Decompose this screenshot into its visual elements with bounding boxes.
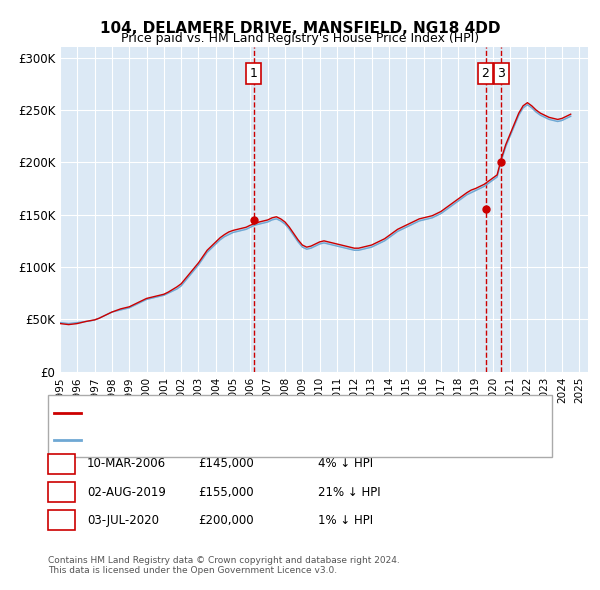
Text: 21% ↓ HPI: 21% ↓ HPI: [318, 486, 380, 499]
Text: £145,000: £145,000: [198, 457, 254, 470]
Text: 10-MAR-2006: 10-MAR-2006: [87, 457, 166, 470]
Text: HPI: Average price, detached house, Mansfield: HPI: Average price, detached house, Mans…: [87, 435, 330, 445]
Text: 1: 1: [58, 457, 65, 470]
Text: £200,000: £200,000: [198, 514, 254, 527]
Text: 4% ↓ HPI: 4% ↓ HPI: [318, 457, 373, 470]
Text: 2: 2: [482, 67, 490, 80]
Text: 104, DELAMERE DRIVE, MANSFIELD, NG18 4DD: 104, DELAMERE DRIVE, MANSFIELD, NG18 4DD: [100, 21, 500, 35]
Text: 3: 3: [58, 514, 65, 527]
Text: £155,000: £155,000: [198, 486, 254, 499]
Text: 104, DELAMERE DRIVE, MANSFIELD, NG18 4DD (detached house): 104, DELAMERE DRIVE, MANSFIELD, NG18 4DD…: [87, 408, 428, 418]
Text: 1% ↓ HPI: 1% ↓ HPI: [318, 514, 373, 527]
Text: 03-JUL-2020: 03-JUL-2020: [87, 514, 159, 527]
Text: 3: 3: [497, 67, 505, 80]
Text: 02-AUG-2019: 02-AUG-2019: [87, 486, 166, 499]
Text: 1: 1: [250, 67, 257, 80]
Text: 2: 2: [58, 486, 65, 499]
Text: Price paid vs. HM Land Registry's House Price Index (HPI): Price paid vs. HM Land Registry's House …: [121, 32, 479, 45]
Text: Contains HM Land Registry data © Crown copyright and database right 2024.
This d: Contains HM Land Registry data © Crown c…: [48, 556, 400, 575]
